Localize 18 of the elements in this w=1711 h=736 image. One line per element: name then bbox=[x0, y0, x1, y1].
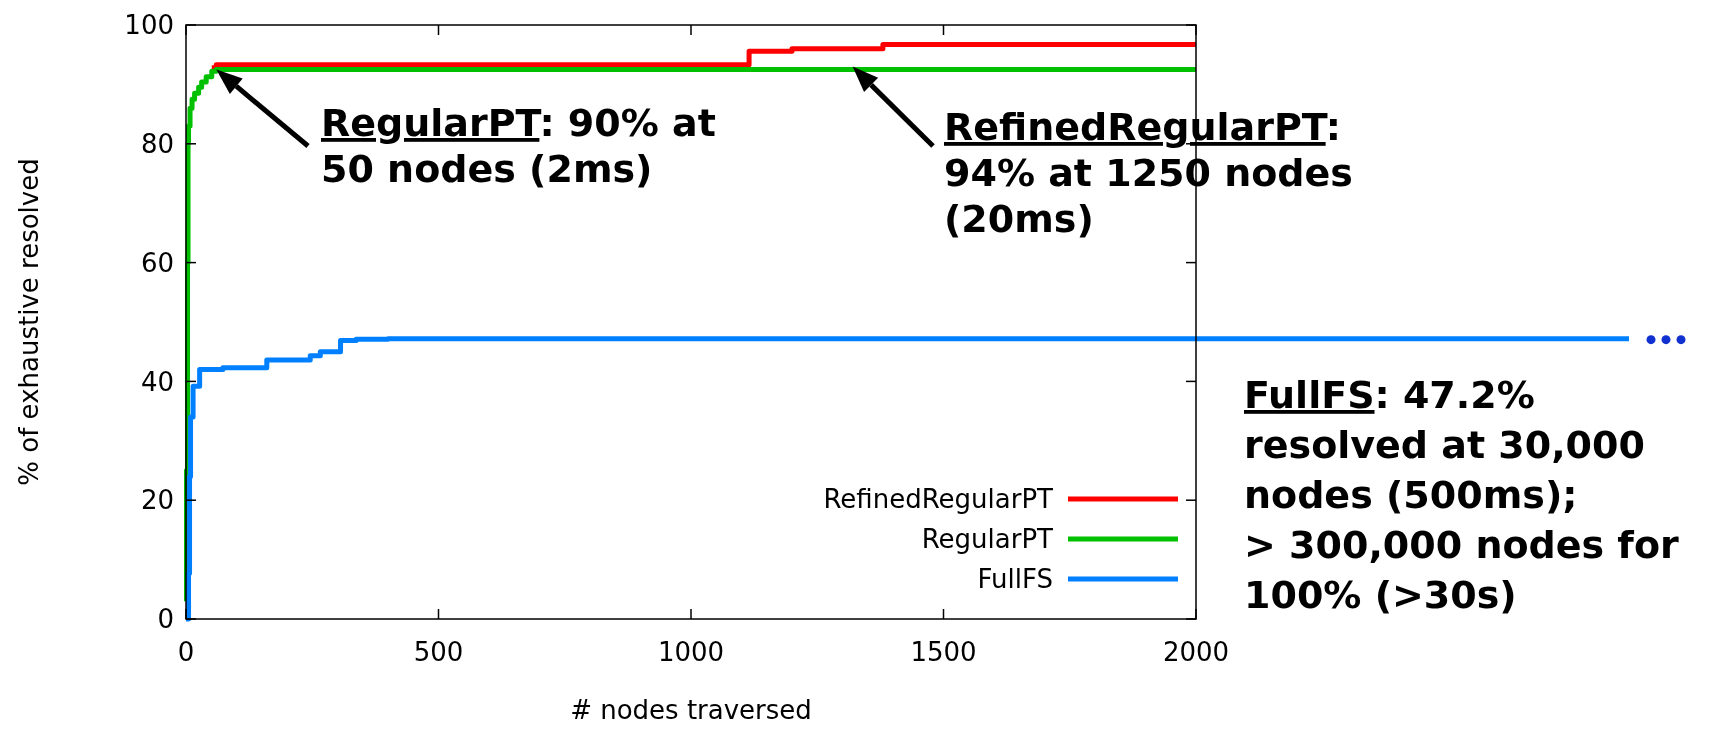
y-tick-label: 40 bbox=[140, 366, 174, 397]
x-tick-label: 500 bbox=[413, 637, 464, 667]
y-tick-label: 60 bbox=[140, 247, 174, 278]
x-tick-label: 1000 bbox=[657, 637, 725, 667]
legend-label: FullFS bbox=[977, 564, 1053, 595]
y-tick-label: 80 bbox=[140, 128, 174, 159]
legend-label: RegularPT bbox=[921, 524, 1054, 555]
x-tick-label: 2000 bbox=[1162, 637, 1230, 667]
annotation: RegularPT: 90% at 50 nodes (2ms) bbox=[321, 101, 716, 191]
y-tick-label: 20 bbox=[140, 485, 174, 516]
x-tick-label: 0 bbox=[177, 637, 195, 667]
y-axis-title: % of exhaustive resolved bbox=[14, 158, 44, 486]
y-tick-label: 0 bbox=[157, 604, 174, 635]
legend-label: RefinedRegularPT bbox=[823, 484, 1054, 515]
text: FullFS: 47.2% resolved at 30,000 nodes (500ms); > 300,000 nodes for 100% (>30s) bbox=[1244, 373, 1679, 617]
x-tick-label: 1500 bbox=[910, 637, 977, 667]
y-tick-label: 100 bbox=[124, 10, 174, 41]
x-axis-title: # nodes traversed bbox=[570, 695, 812, 725]
